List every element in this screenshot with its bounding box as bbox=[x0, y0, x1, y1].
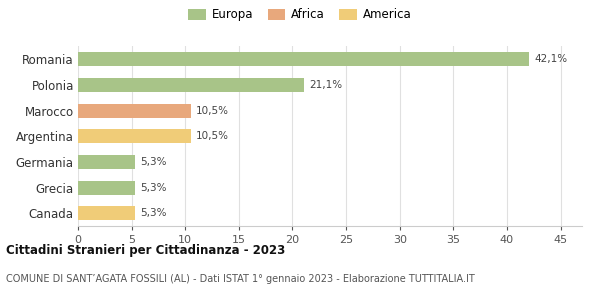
Bar bbox=[78, 181, 135, 195]
Bar bbox=[78, 78, 304, 92]
Text: Cittadini Stranieri per Cittadinanza - 2023: Cittadini Stranieri per Cittadinanza - 2… bbox=[6, 244, 285, 257]
Bar bbox=[78, 52, 529, 66]
Bar bbox=[78, 206, 135, 220]
Text: COMUNE DI SANT’AGATA FOSSILI (AL) - Dati ISTAT 1° gennaio 2023 - Elaborazione TU: COMUNE DI SANT’AGATA FOSSILI (AL) - Dati… bbox=[6, 274, 475, 284]
Text: 10,5%: 10,5% bbox=[196, 106, 229, 116]
Bar bbox=[78, 129, 191, 143]
Text: 5,3%: 5,3% bbox=[140, 157, 167, 167]
Legend: Europa, Africa, America: Europa, Africa, America bbox=[186, 6, 414, 23]
Text: 10,5%: 10,5% bbox=[196, 131, 229, 141]
Text: 42,1%: 42,1% bbox=[535, 54, 568, 64]
Text: 5,3%: 5,3% bbox=[140, 183, 167, 193]
Text: 5,3%: 5,3% bbox=[140, 208, 167, 218]
Bar bbox=[78, 155, 135, 169]
Bar bbox=[78, 104, 191, 118]
Text: 21,1%: 21,1% bbox=[310, 80, 343, 90]
